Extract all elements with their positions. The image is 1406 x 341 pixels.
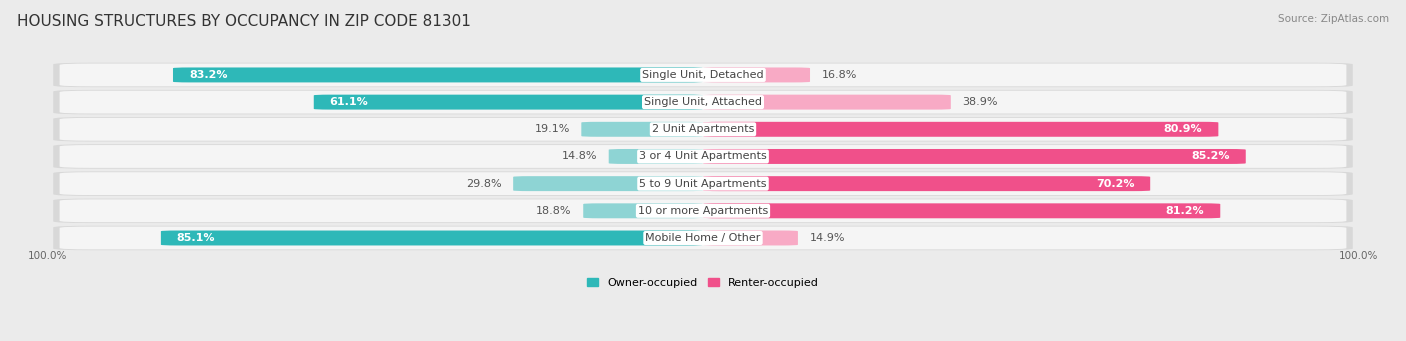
Text: HOUSING STRUCTURES BY OCCUPANCY IN ZIP CODE 81301: HOUSING STRUCTURES BY OCCUPANCY IN ZIP C… xyxy=(17,14,471,29)
FancyBboxPatch shape xyxy=(314,95,703,109)
Text: 70.2%: 70.2% xyxy=(1095,179,1135,189)
Text: 3 or 4 Unit Apartments: 3 or 4 Unit Apartments xyxy=(640,151,766,162)
FancyBboxPatch shape xyxy=(53,172,1353,196)
Text: 81.2%: 81.2% xyxy=(1166,206,1205,216)
Text: 100.0%: 100.0% xyxy=(1339,251,1378,262)
Text: 83.2%: 83.2% xyxy=(188,70,228,80)
FancyBboxPatch shape xyxy=(581,122,703,137)
Legend: Owner-occupied, Renter-occupied: Owner-occupied, Renter-occupied xyxy=(586,278,820,288)
FancyBboxPatch shape xyxy=(513,176,703,191)
Text: 5 to 9 Unit Apartments: 5 to 9 Unit Apartments xyxy=(640,179,766,189)
FancyBboxPatch shape xyxy=(703,231,799,246)
FancyBboxPatch shape xyxy=(703,95,950,109)
FancyBboxPatch shape xyxy=(53,90,1353,114)
Text: 19.1%: 19.1% xyxy=(534,124,569,134)
FancyBboxPatch shape xyxy=(53,63,1353,87)
Text: Mobile Home / Other: Mobile Home / Other xyxy=(645,233,761,243)
Text: Single Unit, Attached: Single Unit, Attached xyxy=(644,97,762,107)
FancyBboxPatch shape xyxy=(59,226,1347,249)
Text: 38.9%: 38.9% xyxy=(962,97,998,107)
Text: 85.1%: 85.1% xyxy=(177,233,215,243)
FancyBboxPatch shape xyxy=(53,198,1353,223)
Text: 80.9%: 80.9% xyxy=(1164,124,1202,134)
FancyBboxPatch shape xyxy=(703,68,810,83)
Text: 14.9%: 14.9% xyxy=(810,233,845,243)
Text: 2 Unit Apartments: 2 Unit Apartments xyxy=(652,124,754,134)
Text: 10 or more Apartments: 10 or more Apartments xyxy=(638,206,768,216)
FancyBboxPatch shape xyxy=(173,68,703,83)
FancyBboxPatch shape xyxy=(703,122,1219,137)
Text: 100.0%: 100.0% xyxy=(28,251,67,262)
FancyBboxPatch shape xyxy=(703,176,1150,191)
FancyBboxPatch shape xyxy=(703,203,1220,218)
FancyBboxPatch shape xyxy=(59,63,1347,86)
FancyBboxPatch shape xyxy=(59,118,1347,141)
Text: 61.1%: 61.1% xyxy=(329,97,368,107)
FancyBboxPatch shape xyxy=(703,149,1246,164)
Text: Single Unit, Detached: Single Unit, Detached xyxy=(643,70,763,80)
FancyBboxPatch shape xyxy=(53,117,1353,142)
FancyBboxPatch shape xyxy=(53,144,1353,169)
FancyBboxPatch shape xyxy=(160,231,703,246)
FancyBboxPatch shape xyxy=(583,203,703,218)
Text: Source: ZipAtlas.com: Source: ZipAtlas.com xyxy=(1278,14,1389,24)
FancyBboxPatch shape xyxy=(59,145,1347,168)
FancyBboxPatch shape xyxy=(59,172,1347,195)
Text: 18.8%: 18.8% xyxy=(536,206,572,216)
FancyBboxPatch shape xyxy=(53,226,1353,250)
Text: 14.8%: 14.8% xyxy=(562,151,598,162)
FancyBboxPatch shape xyxy=(59,199,1347,222)
FancyBboxPatch shape xyxy=(59,91,1347,114)
Text: 16.8%: 16.8% xyxy=(821,70,856,80)
Text: 85.2%: 85.2% xyxy=(1191,151,1230,162)
FancyBboxPatch shape xyxy=(609,149,703,164)
Text: 29.8%: 29.8% xyxy=(465,179,502,189)
